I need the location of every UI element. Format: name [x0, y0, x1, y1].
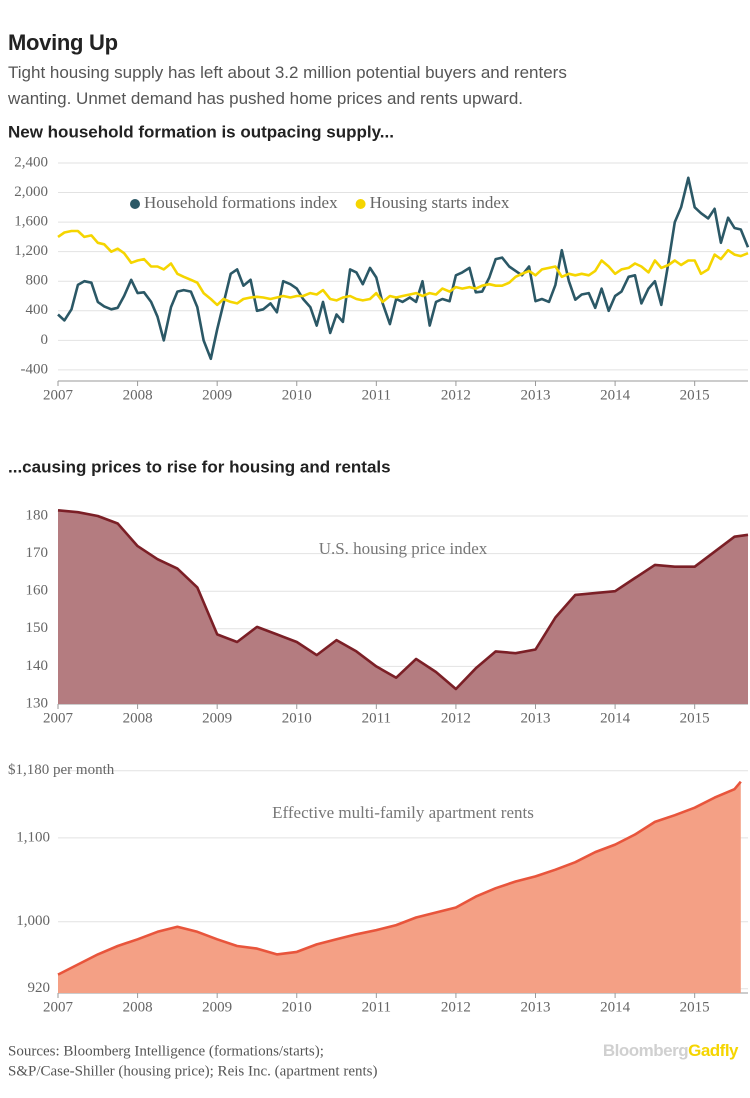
x-tick-label: 2012 [441, 999, 471, 1015]
y-tick-label: 140 [26, 658, 49, 674]
x-tick-label: 2009 [202, 999, 232, 1015]
x-tick-label: 2007 [43, 999, 74, 1015]
y-tick-label: 2,400 [14, 154, 48, 170]
page-subtitle: Tight housing supply has left about 3.2 … [8, 63, 567, 108]
legend-marker [355, 199, 366, 209]
area [58, 510, 748, 704]
x-tick-label: 2008 [123, 999, 153, 1015]
source-line: S&P/Case-Shiller (housing price); Reis I… [8, 1063, 378, 1079]
source-line: Sources: Bloomberg Intelligence (formati… [8, 1043, 324, 1059]
legend-label: Household formations index [144, 193, 338, 212]
y-tick-label: 150 [26, 620, 49, 636]
x-tick-label: 2011 [362, 999, 391, 1015]
y-tick-label: 2,000 [14, 184, 48, 200]
x-tick-label: 2010 [282, 710, 312, 726]
area-line [57, 780, 742, 976]
x-tick-label: 2015 [680, 710, 710, 726]
y-tick-label: $1,180 per month [8, 762, 115, 778]
y-tick-label: 130 [26, 695, 49, 711]
area-line [57, 509, 749, 691]
area [58, 781, 741, 993]
legend-marker [130, 199, 140, 209]
chart-title: ...causing prices to rise for housing an… [8, 457, 391, 476]
logo: BloombergGadfly [603, 1041, 739, 1060]
line [57, 229, 749, 307]
page-title: Moving Up [8, 30, 118, 55]
header: Moving Up Tight housing supply has left … [8, 30, 628, 112]
series-label: Effective multi-family apartment rents [272, 803, 534, 822]
x-tick-label: 2007 [43, 387, 74, 403]
chart-title: New household formation is outpacing sup… [8, 122, 394, 141]
x-tick-label: 2013 [521, 710, 551, 726]
y-tick-label: 0 [41, 332, 49, 348]
y-tick-label: 1,000 [16, 913, 50, 929]
line [57, 176, 750, 361]
legend-label: Housing starts index [370, 193, 510, 212]
x-tick-label: 2011 [362, 710, 391, 726]
y-tick-label: 170 [26, 545, 49, 561]
x-tick-label: 2010 [282, 999, 312, 1015]
x-tick-label: 2008 [123, 387, 153, 403]
logo-part: Bloomberg [603, 1041, 688, 1060]
x-tick-label: 2014 [600, 710, 631, 726]
logo-part: Gadfly [688, 1041, 739, 1060]
x-tick-label: 2008 [123, 710, 153, 726]
y-tick-label: 180 [26, 507, 49, 523]
y-tick-label: 160 [26, 583, 49, 599]
x-tick-label: 2012 [441, 710, 471, 726]
x-tick-label: 2014 [600, 387, 631, 403]
y-tick-label: 1,100 [16, 829, 50, 845]
y-tick-label: 920 [28, 980, 51, 996]
x-tick-label: 2009 [202, 710, 232, 726]
x-tick-label: 2010 [282, 387, 312, 403]
x-tick-label: 2015 [680, 387, 710, 403]
x-tick-label: 2011 [362, 387, 391, 403]
x-tick-label: 2013 [521, 387, 551, 403]
y-tick-label: 800 [26, 273, 49, 289]
x-tick-label: 2015 [680, 999, 710, 1015]
x-tick-label: 2013 [521, 999, 551, 1015]
y-tick-label: -400 [21, 361, 49, 377]
x-tick-label: 2007 [43, 710, 74, 726]
y-tick-label: 1,200 [14, 243, 48, 259]
x-tick-label: 2014 [600, 999, 631, 1015]
series-label: U.S. housing price index [319, 539, 488, 558]
y-tick-label: 400 [26, 302, 49, 318]
x-tick-label: 2009 [202, 387, 232, 403]
x-tick-label: 2012 [441, 387, 471, 403]
y-tick-label: 1,600 [14, 214, 48, 230]
